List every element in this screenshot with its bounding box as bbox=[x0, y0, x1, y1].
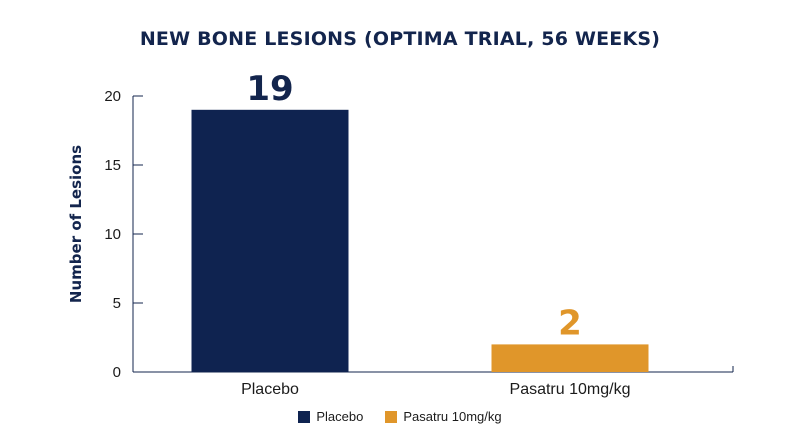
legend-swatch bbox=[385, 410, 398, 423]
y-tick-label: 10 bbox=[104, 226, 121, 243]
y-tick-label: 15 bbox=[104, 157, 121, 174]
data-label: 2 bbox=[558, 303, 582, 343]
y-axis-label: Number of Lesions bbox=[67, 145, 85, 303]
chart-title: NEW BONE LESIONS (OPTIMA TRIAL, 56 WEEKS… bbox=[139, 28, 661, 50]
x-tick-label: Pasatru 10mg/kg bbox=[510, 381, 631, 398]
bars: 19 Placebo 2 Pasatru 10mg/kg bbox=[191, 69, 649, 398]
legend-swatch bbox=[298, 410, 311, 423]
legend-label: Pasatru 10mg/kg bbox=[403, 409, 502, 424]
legend-item-pasatru: Pasatru 10mg/kg bbox=[385, 409, 502, 424]
bar-pasatru bbox=[491, 344, 649, 372]
axes: 0 5 10 15 20 bbox=[104, 88, 734, 381]
legend-label: Placebo bbox=[316, 409, 364, 424]
legend-item-placebo: Placebo bbox=[298, 409, 363, 424]
data-label: 19 bbox=[246, 69, 293, 109]
legend: Placebo Pasatru 10mg/kg bbox=[0, 409, 800, 424]
y-tick-label: 5 bbox=[113, 295, 121, 312]
x-tick-label: Placebo bbox=[241, 381, 299, 398]
bar-chart: 0 5 10 15 20 19 Placebo 2 Pasatru 10mg/kg Numbe… bbox=[67, 69, 734, 398]
bar-placebo bbox=[191, 109, 349, 373]
y-tick-label: 0 bbox=[113, 364, 121, 381]
y-tick-label: 20 bbox=[104, 88, 121, 105]
